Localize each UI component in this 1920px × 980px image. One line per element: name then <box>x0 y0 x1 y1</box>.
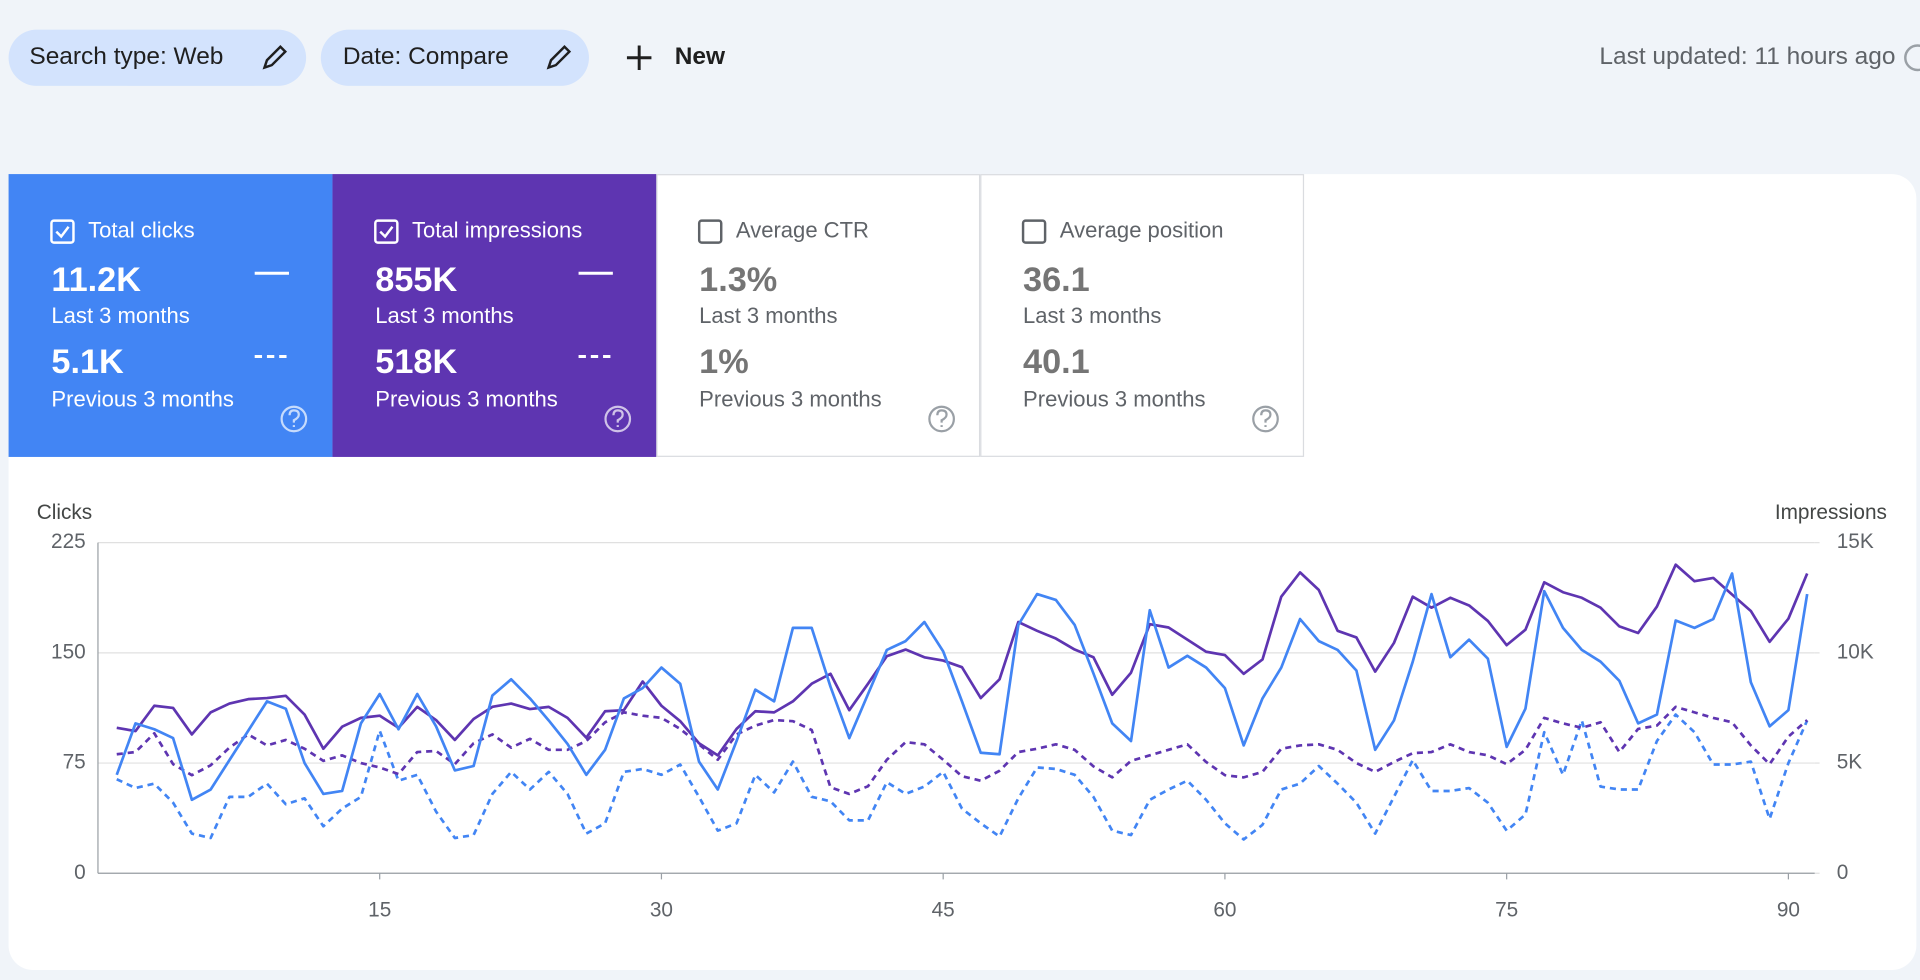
metric-card[interactable]: Total impressions 855K Last 3 months 518K Pr… <box>332 174 657 457</box>
previous-value: 5.1K <box>51 343 124 381</box>
card-label: Total clicks <box>88 217 195 242</box>
x-tick-label: 30 <box>650 899 673 922</box>
series-line <box>115 572 1809 802</box>
current-period: Last 3 months <box>699 303 837 328</box>
y2-tick-label: 5K <box>1837 751 1863 774</box>
checkbox <box>1021 219 1047 244</box>
plus-icon <box>626 45 652 71</box>
help-icon[interactable] <box>1252 405 1279 433</box>
previous-period: Previous 3 months <box>699 386 881 411</box>
help-icon[interactable] <box>928 405 955 433</box>
filter-chip[interactable]: Date: Compare <box>320 29 589 86</box>
x-tick-label: 75 <box>1495 899 1518 922</box>
last-updated: Last updated: 11 hours ago <box>1599 43 1895 70</box>
y2-axis-title: Impressions <box>1775 501 1887 524</box>
previous-value: 518K <box>375 343 457 381</box>
y-tick-label: 225 <box>51 530 86 553</box>
checkbox <box>374 219 399 244</box>
current-period: Last 3 months <box>375 303 513 328</box>
help-glyph <box>1260 409 1272 427</box>
y2-tick-label: 0 <box>1837 861 1849 884</box>
x-tick-label: 60 <box>1213 899 1236 922</box>
checkbox <box>697 219 723 244</box>
y-tick-label: 0 <box>74 861 86 884</box>
metric-card[interactable]: Average CTR 1.3% Last 3 months 1% Previous 3… <box>656 174 981 457</box>
checkmark <box>55 226 70 239</box>
help-icon[interactable] <box>604 405 632 433</box>
edit-icon <box>546 45 572 70</box>
current-period: Last 3 months <box>1023 303 1161 328</box>
previous-period: Previous 3 months <box>1023 386 1205 411</box>
y-tick-label: 150 <box>51 640 86 663</box>
y-axis-title: Clicks <box>37 501 92 524</box>
current-value: 36.1 <box>1023 261 1090 299</box>
help-icon[interactable] <box>1904 44 1920 72</box>
help-glyph <box>612 409 624 427</box>
edit-icon <box>262 45 288 70</box>
current-value: 11.2K <box>51 261 141 299</box>
help-icon[interactable] <box>280 405 308 433</box>
filter-chip[interactable]: Search type: Web <box>8 29 307 86</box>
previous-period: Previous 3 months <box>51 386 233 411</box>
chip-bg <box>320 29 589 86</box>
current-period: Last 3 months <box>51 303 189 328</box>
previous-period: Previous 3 months <box>375 386 557 411</box>
current-value: 855K <box>375 261 457 299</box>
metric-cards: Total clicks 11.2K Last 3 months 5.1K Previo… <box>8 174 1305 457</box>
chip-label: Date: Compare <box>343 43 509 70</box>
metric-card[interactable]: Average position 36.1 Last 3 months 40.1 Pre… <box>980 174 1305 457</box>
chip-bg <box>8 29 307 86</box>
help-glyph <box>936 409 948 427</box>
x-tick-label: 90 <box>1777 899 1800 922</box>
card-label: Total impressions <box>412 217 582 242</box>
previous-value: 40.1 <box>1023 343 1090 381</box>
previous-value: 1% <box>699 343 749 381</box>
new-button[interactable]: New <box>626 43 726 71</box>
series-line <box>116 713 1809 841</box>
checkbox <box>50 219 75 244</box>
chart: Clicks Impressions 0 75 150 225 0 5K 10K 15K 15 30 4… <box>37 501 1887 922</box>
x-tick-label: 15 <box>368 899 391 922</box>
x-tick-label: 45 <box>932 899 955 922</box>
checkmark <box>379 226 394 239</box>
y-tick-label: 75 <box>63 751 86 774</box>
current-value: 1.3% <box>699 261 777 299</box>
chip-label: Search type: Web <box>29 43 223 70</box>
help-glyph <box>288 409 300 427</box>
card-label: Average position <box>1060 217 1224 242</box>
metric-card[interactable]: Total clicks 11.2K Last 3 months 5.1K Previo… <box>8 174 333 457</box>
y2-tick-label: 10K <box>1837 640 1874 663</box>
y2-tick-label: 15K <box>1837 530 1874 553</box>
new-label: New <box>675 43 726 70</box>
card-label: Average CTR <box>736 217 869 242</box>
